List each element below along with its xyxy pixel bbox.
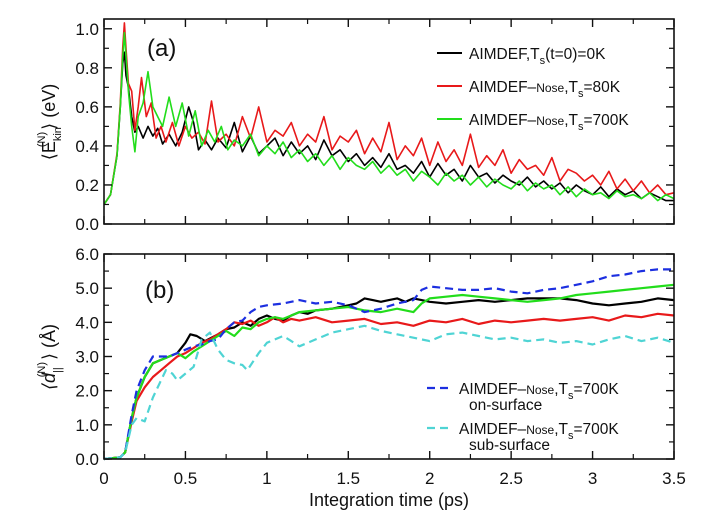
x-tick-label: 3.5 [662,469,686,488]
x-tick-label: 1 [262,469,271,488]
x-tick-label: 3 [588,469,597,488]
x-axis-title: Integration time (ps) [309,490,469,510]
y-tick-label: 5.0 [75,279,99,298]
panel-b: 0 0.5 1 1.5 2 2.5 3 3.5 0.0 1.0 2.0 3.0 4.0 5.0 6.0 (b… [36,245,686,510]
y-tick-label: 0.0 [75,450,99,469]
legend-label-line2: on-surface [469,397,542,414]
legend-label: AIMDEF,Ts(t=0)=0K [469,46,606,67]
y-tick-label: 0.0 [75,215,99,234]
y-tick-label: 3.0 [75,348,99,367]
panel-b-legend: AIMDEF–Nose,Ts=700Kon-surfaceAIMDEF–Nose… [427,381,619,454]
y-tick-label: 2.0 [75,382,99,401]
panel-a-ticks: 0.0 0.2 0.4 0.6 0.8 1.0 [75,19,675,234]
series-line-aimdef-nose-ts-700k [103,283,675,461]
legend-label-line2: sub-surface [469,437,550,454]
x-tick-label: 0.5 [174,469,198,488]
panel-b-series [103,268,675,461]
legend-label: AIMDEF–Nose,Ts=700K [469,112,629,133]
x-tick-label: 0 [99,469,108,488]
panel-b-ticks: 0 0.5 1 1.5 2 2.5 3 3.5 0.0 1.0 2.0 3.0 4.0 5.0 6.0 [75,245,685,488]
legend-label: AIMDEF–Nose,Ts=700K [459,421,619,442]
y-tick-label: 0.6 [75,98,99,117]
legend-label: AIMDEF–Nose,Ts=80K [469,79,621,100]
x-tick-label: 2.5 [499,469,523,488]
series-line-aimdef-nose-ts-700k [103,31,675,205]
panel-a-series [103,22,675,205]
y-tick-label: 0.2 [75,176,99,195]
y-tick-label: 1.0 [75,20,99,39]
y-tick-label: 4.0 [75,313,99,332]
y-tick-label: 0.8 [75,59,99,78]
y-tick-label: 0.4 [75,137,99,156]
y-tick-label: 1.0 [75,416,99,435]
x-tick-label: 1.5 [336,469,360,488]
series-line-aimdef-nose-ts-700k-sub-surface [103,324,675,461]
series-line-aimdef-nose-ts-80k [103,22,675,205]
panel-a: 0.0 0.2 0.4 0.6 0.8 1.0 (a) AIMDEF,Ts(t=0)=0K… [36,18,675,234]
panel-b-tag: (b) [145,277,174,304]
panel-b-ylabel: ⟨d||(N)⟩ (Å) [36,324,64,390]
series-line-aimdef-nose-ts-80k [103,312,675,461]
legend-label: AIMDEF–Nose,Ts=700K [459,381,619,402]
series-line-aimdef-nose-ts-700k-on-surface [103,268,674,461]
panel-a-legend: AIMDEF,Ts(t=0)=0K AIMDEF–Nose,Ts=80K AIMDE… [437,46,629,133]
panel-a-tag: (a) [147,35,176,62]
x-tick-label: 2 [425,469,434,488]
y-tick-label: 6.0 [75,245,99,264]
panel-a-ylabel: ⟨Ekin(N)⟩ (eV) [36,84,64,160]
